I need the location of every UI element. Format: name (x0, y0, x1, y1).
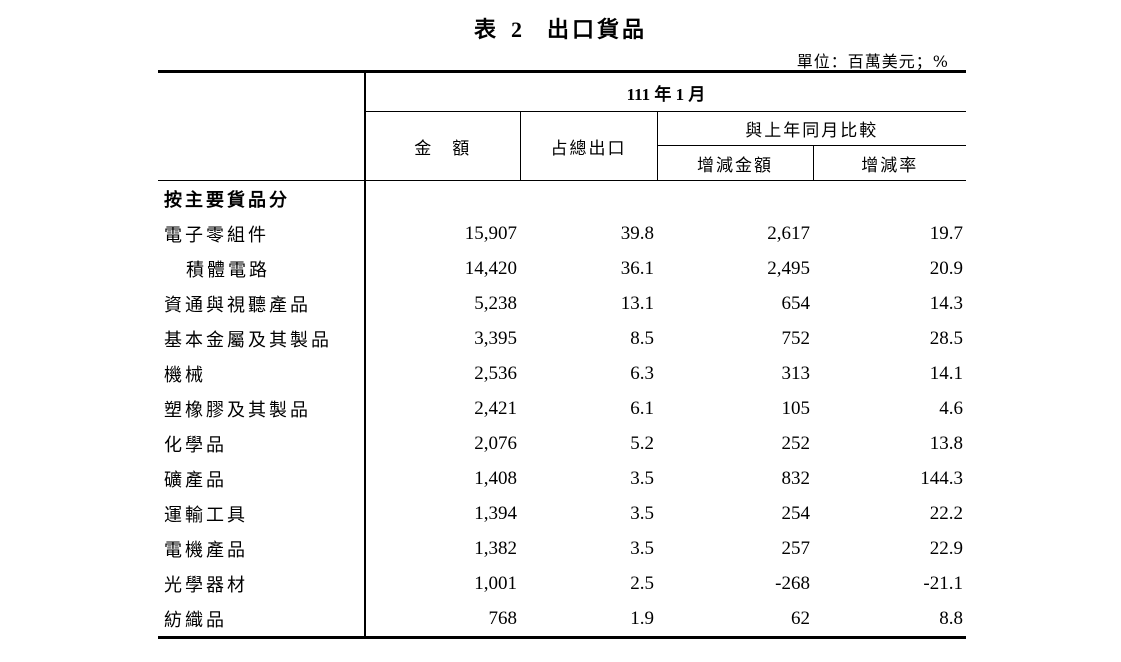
row-label: 電子零組件 (158, 216, 366, 251)
cell-change-amount: 752 (781, 327, 811, 349)
cell-change-amount: -268 (775, 572, 810, 594)
cell-amount: 14,420 (464, 257, 517, 279)
cell-amount: 1,394 (474, 502, 517, 524)
header-change-amount: 增減金額 (656, 145, 814, 181)
cell-share: 13.1 (620, 292, 654, 314)
cell-amount: 2,421 (474, 397, 517, 419)
header-change-rate: 增減率 (812, 145, 966, 181)
section-label: 按主要貨品分 (158, 180, 366, 216)
row-label: 礦產品 (158, 461, 366, 496)
table-row: 光學器材 1,001 2.5 -268 -21.1 (158, 566, 966, 601)
row-label: 積體電路 (158, 251, 366, 286)
cell-change-rate: 4.6 (939, 397, 963, 419)
table-title-prefix: 表 (473, 17, 499, 43)
cell-share: 3.5 (630, 502, 654, 524)
row-label: 電機產品 (158, 531, 366, 566)
header-compare: 與上年同月比較 (656, 111, 966, 146)
header-stub (158, 70, 366, 181)
cell-amount: 2,536 (474, 362, 517, 384)
section-row: 按主要貨品分 (158, 180, 966, 216)
cell-change-amount: 2,495 (767, 257, 810, 279)
cell-change-rate: 144.3 (920, 467, 963, 489)
cell-share: 36.1 (620, 257, 654, 279)
cell-share: 6.3 (630, 362, 654, 384)
cell-change-amount: 105 (781, 397, 811, 419)
table-row: 運輸工具 1,394 3.5 254 22.2 (158, 496, 966, 531)
table-row: 塑橡膠及其製品 2,421 6.1 105 4.6 (158, 391, 966, 426)
cell-change-rate: 20.9 (929, 257, 963, 279)
table-row: 基本金屬及其製品 3,395 8.5 752 28.5 (158, 321, 966, 356)
cell-amount: 15,907 (464, 222, 517, 244)
cell-change-rate: 28.5 (929, 327, 963, 349)
row-label: 機械 (158, 356, 366, 391)
table-row: 紡織品 768 1.9 62 8.8 (158, 601, 966, 639)
cell-change-rate: 22.2 (929, 502, 963, 524)
header-amount: 金 額 (364, 111, 521, 181)
table-row: 積體電路 14,420 36.1 2,495 20.9 (158, 251, 966, 286)
cell-change-amount: 252 (781, 432, 811, 454)
cell-share: 6.1 (630, 397, 654, 419)
cell-change-rate: 14.3 (929, 292, 963, 314)
cell-change-rate: 8.8 (813, 601, 966, 639)
cell-amount: 1,382 (474, 537, 517, 559)
row-label: 塑橡膠及其製品 (158, 391, 366, 426)
cell-share: 39.8 (620, 222, 654, 244)
cell-change-rate: 13.8 (929, 432, 963, 454)
row-label: 運輸工具 (158, 496, 366, 531)
table-number: 2 (511, 17, 525, 42)
cell-change-amount: 257 (781, 537, 811, 559)
cell-amount: 3,395 (474, 327, 517, 349)
cell-share: 2.5 (630, 572, 654, 594)
table-row: 電子零組件 15,907 39.8 2,617 19.7 (158, 216, 966, 251)
cell-amount: 1,001 (474, 572, 517, 594)
header-period: 111 年 1 月 (364, 70, 966, 112)
cell-amount: 768 (365, 601, 520, 639)
cell-change-amount: 654 (781, 292, 811, 314)
cell-share: 3.5 (630, 467, 654, 489)
cell-amount: 1,408 (474, 467, 517, 489)
cell-amount: 2,076 (474, 432, 517, 454)
table-title-text: 出口貨品 (547, 17, 648, 43)
cell-change-amount: 254 (781, 502, 811, 524)
cell-share: 8.5 (630, 327, 654, 349)
unit-note: 單位：百萬美元；% (796, 52, 949, 71)
cell-change-amount: 832 (781, 467, 811, 489)
cell-change-rate: 19.7 (929, 222, 963, 244)
cell-change-amount: 62 (657, 601, 813, 639)
row-label: 資通與視聽產品 (158, 286, 366, 321)
cell-change-rate: 14.1 (929, 362, 963, 384)
table-row: 機械 2,536 6.3 313 14.1 (158, 356, 966, 391)
row-label: 化學品 (158, 426, 366, 461)
row-label: 基本金屬及其製品 (158, 321, 366, 356)
row-label: 紡織品 (158, 601, 366, 639)
cell-change-rate: -21.1 (923, 572, 963, 594)
table-row: 電機產品 1,382 3.5 257 22.9 (158, 531, 966, 566)
cell-change-amount: 2,617 (767, 222, 810, 244)
cell-share: 1.9 (520, 601, 657, 639)
header-share: 占總出口 (519, 111, 658, 181)
cell-change-amount: 313 (781, 362, 811, 384)
table-row: 化學品 2,076 5.2 252 13.8 (158, 426, 966, 461)
cell-share: 3.5 (630, 537, 654, 559)
export-goods-table: 111 年 1 月 金 額 占總出口 與上年同月比較 增減金額 增減率 按主要貨… (158, 70, 966, 639)
cell-share: 5.2 (630, 432, 654, 454)
table-row: 礦產品 1,408 3.5 832 144.3 (158, 461, 966, 496)
cell-amount: 5,238 (474, 292, 517, 314)
table-title: 表 2 出口貨品 (0, 12, 1121, 44)
table-row: 資通與視聽產品 5,238 13.1 654 14.3 (158, 286, 966, 321)
cell-change-rate: 22.9 (929, 537, 963, 559)
row-label: 光學器材 (158, 566, 366, 601)
